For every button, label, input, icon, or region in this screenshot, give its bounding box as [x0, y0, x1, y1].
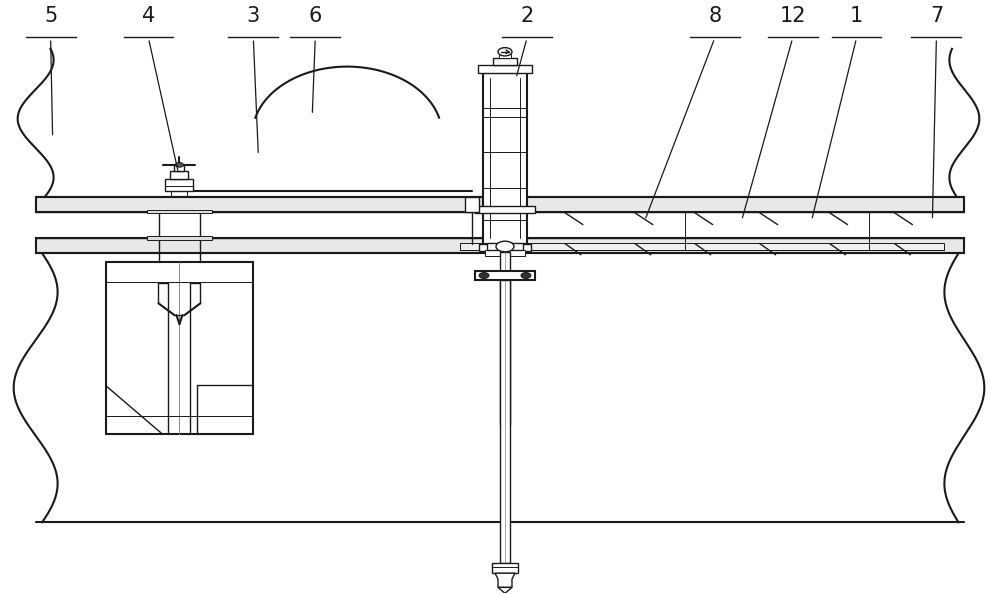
Bar: [460, 243, 944, 250]
Text: 8: 8: [708, 7, 721, 26]
Circle shape: [521, 273, 531, 279]
Text: 4: 4: [142, 7, 155, 26]
Text: 1: 1: [850, 7, 863, 26]
Bar: [487, 243, 523, 250]
Bar: [465, 197, 479, 211]
Text: 3: 3: [247, 7, 260, 26]
Text: 6: 6: [309, 7, 322, 26]
Circle shape: [496, 241, 514, 252]
Bar: [479, 244, 531, 251]
Bar: [106, 262, 253, 434]
Bar: [475, 271, 535, 280]
Bar: [485, 250, 525, 256]
Bar: [475, 206, 535, 213]
Polygon shape: [498, 587, 512, 593]
Bar: [147, 236, 212, 240]
Circle shape: [498, 48, 512, 56]
Bar: [170, 170, 188, 179]
Circle shape: [175, 163, 183, 167]
Bar: [492, 563, 518, 573]
Bar: [500, 280, 510, 563]
Bar: [483, 72, 527, 244]
Bar: [36, 238, 964, 253]
Text: 12: 12: [779, 7, 806, 26]
Bar: [478, 65, 532, 72]
Text: 7: 7: [930, 7, 943, 26]
Text: 2: 2: [520, 7, 534, 26]
Polygon shape: [495, 573, 515, 587]
Bar: [36, 197, 964, 211]
Bar: [500, 252, 510, 425]
Bar: [147, 210, 212, 213]
Text: 5: 5: [44, 7, 57, 26]
Bar: [493, 58, 517, 65]
Circle shape: [479, 273, 489, 279]
Bar: [499, 53, 511, 58]
Bar: [165, 179, 193, 191]
Bar: [174, 165, 184, 170]
